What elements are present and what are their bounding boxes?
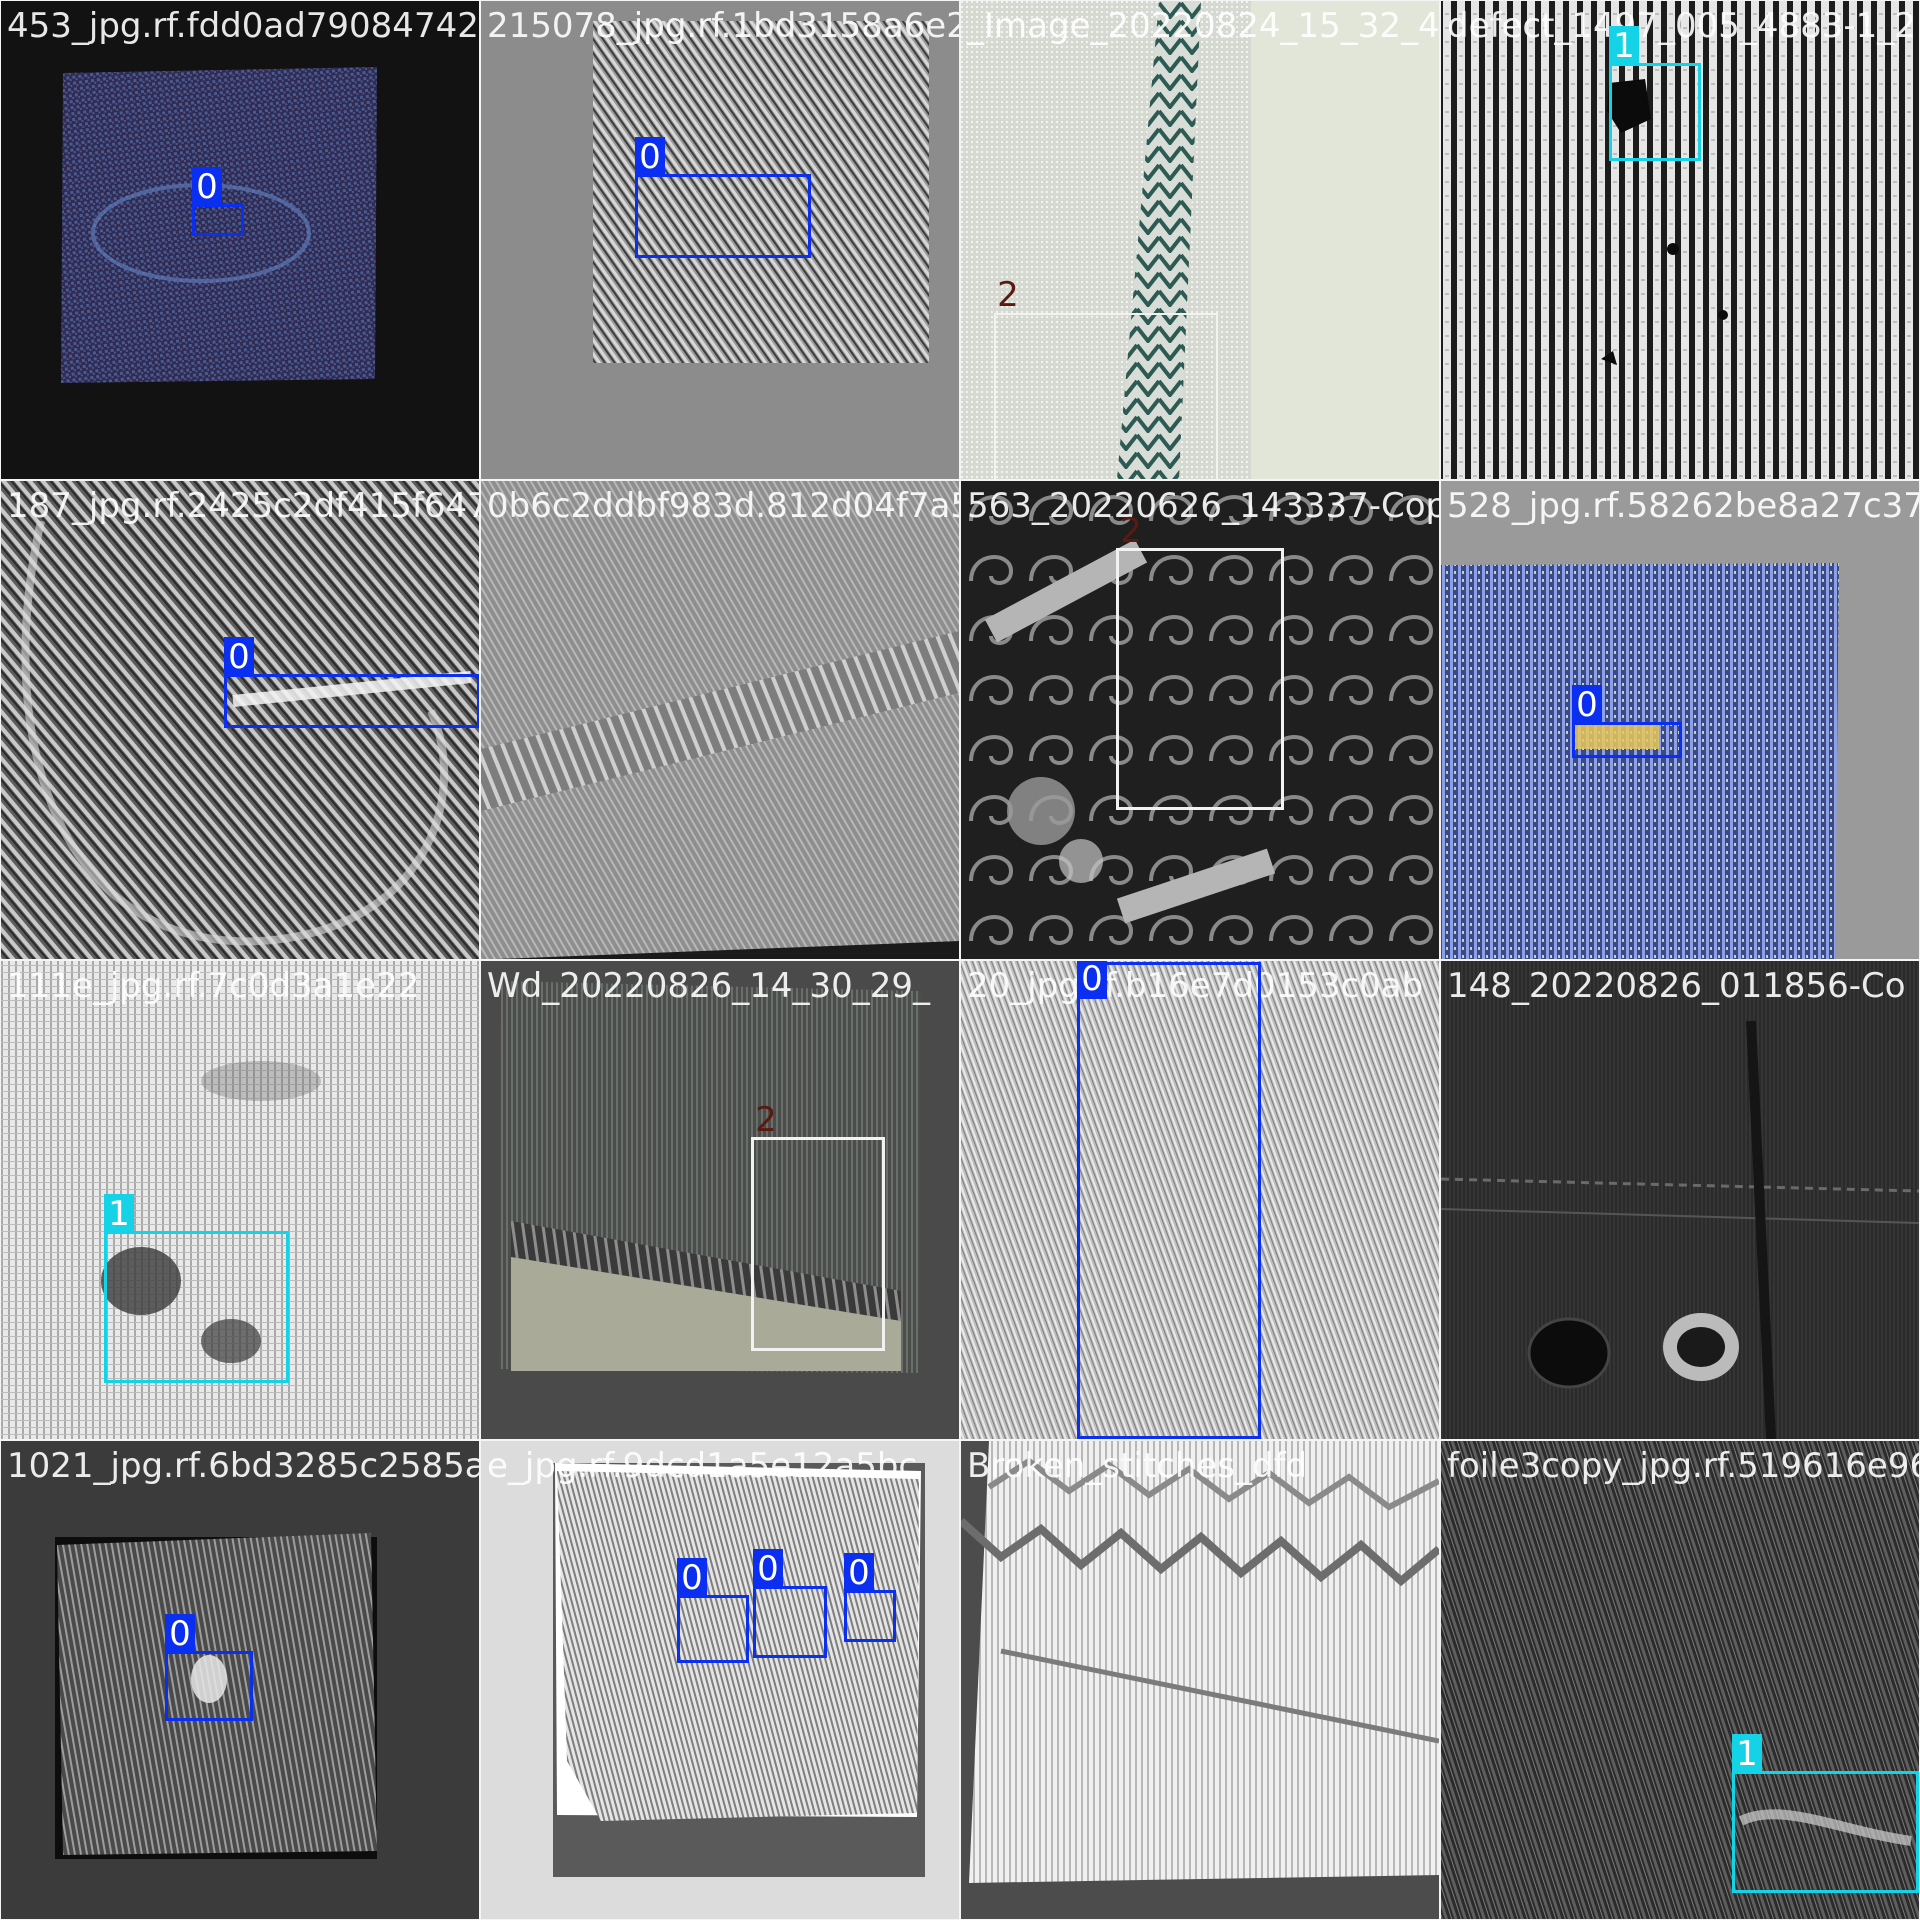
defect-bounding-box[interactable]: 1	[104, 1194, 289, 1383]
tile-1[interactable]: 453_jpg.rf.fdd0ad79084742c 0	[1, 1, 479, 479]
tile-7[interactable]: 563_20220626_143337-Copy_jpg 2	[961, 481, 1439, 959]
image-filename: 148_20220826_011856-Co	[1447, 966, 1906, 1006]
image-filename: 453_jpg.rf.fdd0ad79084742c	[7, 6, 479, 46]
class-label: 0	[1572, 685, 1602, 725]
defect-bounding-box[interactable]: 1	[1732, 1734, 1919, 1893]
tile-3[interactable]: _Image_20220824_15_32_4 2	[961, 1, 1439, 479]
class-label: 0	[753, 1549, 783, 1589]
tile-2[interactable]: 215078_jpg.rf.1bd3158a6e2a7022 0	[481, 1, 959, 479]
class-label: 0	[677, 1558, 707, 1598]
defect-bounding-box[interactable]: 0	[844, 1553, 896, 1642]
tile-8[interactable]: 528_jpg.rf.58262be8a27c3790 0	[1441, 481, 1919, 959]
tile-11[interactable]: 20_jpg.rf.b16e7d0153c0ab 0	[961, 961, 1439, 1439]
class-label: 1	[1609, 26, 1639, 66]
image-filename: Broken_stitches_dfd	[967, 1446, 1308, 1486]
image-filename: _Image_20220824_15_32_4	[967, 6, 1439, 46]
defect-bounding-box[interactable]: 2	[1116, 511, 1284, 810]
fabric-image	[1441, 481, 1919, 959]
tile-13[interactable]: 1021_jpg.rf.6bd3285c2585a 0	[1, 1441, 479, 1919]
image-filename: foile3copy_jpg.rf.519616e96c	[1447, 1446, 1919, 1486]
tile-9[interactable]: 111e_jpg.rf.7c0d3a1e22 1	[1, 961, 479, 1439]
fabric-image	[1, 961, 479, 1439]
defect-bounding-box[interactable]: 2	[751, 1100, 885, 1351]
defect-bounding-box[interactable]: 0	[677, 1558, 749, 1663]
defect-bounding-box[interactable]: 0	[165, 1614, 253, 1721]
fabric-image	[961, 1441, 1439, 1919]
fabric-image	[481, 481, 959, 959]
tile-5[interactable]: 187_jpg.rf.2425c2df415f647 0	[1, 481, 479, 959]
image-filename: 1021_jpg.rf.6bd3285c2585a	[7, 1446, 479, 1486]
fabric-image	[1, 1, 479, 479]
image-filename: Wd_20220826_14_30_29_	[487, 966, 931, 1006]
defect-bounding-box[interactable]: 0	[1572, 685, 1682, 758]
tile-15[interactable]: Broken_stitches_dfd	[961, 1441, 1439, 1919]
fabric-image	[961, 961, 1439, 1439]
fabric-image	[481, 961, 959, 1439]
fabric-image	[1441, 961, 1919, 1439]
class-label: 1	[1732, 1734, 1762, 1774]
defect-bounding-box[interactable]: 0	[224, 637, 479, 728]
class-label: 0	[635, 137, 665, 177]
fabric-image	[961, 481, 1439, 959]
defect-bounding-box[interactable]: 0	[192, 167, 244, 236]
class-label: 0	[1077, 961, 1107, 999]
class-label: 0	[224, 637, 254, 677]
class-label: 0	[165, 1614, 195, 1654]
image-filename: 0b6c2ddbf983d.812d04f7a55	[487, 486, 959, 526]
defect-bounding-box[interactable]: 0	[1077, 961, 1261, 1439]
fabric-image	[1441, 1441, 1919, 1919]
tile-14[interactable]: e_jpg.rf.9dcd1a5e12a5bc 0 0 0	[481, 1441, 959, 1919]
class-label: 0	[192, 167, 222, 207]
tile-6[interactable]: 0b6c2ddbf983d.812d04f7a55	[481, 481, 959, 959]
defect-bounding-box[interactable]: 0	[753, 1549, 827, 1658]
tile-10[interactable]: Wd_20220826_14_30_29_ 2	[481, 961, 959, 1439]
fabric-image	[1441, 1, 1919, 479]
image-filename: 111e_jpg.rf.7c0d3a1e22	[7, 966, 420, 1006]
class-label: 2	[997, 275, 1019, 315]
tile-16[interactable]: foile3copy_jpg.rf.519616e96c 1	[1441, 1441, 1919, 1919]
fabric-image	[1, 481, 479, 959]
defect-bounding-box[interactable]: 0	[635, 137, 811, 258]
image-filename: e_jpg.rf.9dcd1a5e12a5bc	[487, 1446, 918, 1486]
image-filename: defect_1497_005_4883-1_2	[1447, 6, 1916, 46]
defect-bounding-box[interactable]: 1	[1609, 26, 1701, 161]
class-label: 1	[104, 1194, 134, 1234]
image-filename: 187_jpg.rf.2425c2df415f647	[7, 486, 479, 526]
fabric-image	[1, 1441, 479, 1919]
class-label: 0	[844, 1553, 874, 1593]
image-filename: 20_jpg.rf.b16e7d0153c0ab	[967, 966, 1424, 1006]
fabric-image	[481, 1, 959, 479]
image-filename: 563_20220626_143337-Copy_jpg	[967, 486, 1439, 526]
class-label: 2	[1120, 511, 1142, 551]
image-filename: 528_jpg.rf.58262be8a27c3790	[1447, 486, 1919, 526]
image-filename: 215078_jpg.rf.1bd3158a6e2a7022	[487, 6, 959, 46]
class-label: 2	[755, 1100, 777, 1140]
fabric-image	[961, 1, 1439, 479]
fabric-image	[481, 1441, 959, 1919]
tile-4[interactable]: defect_1497_005_4883-1_2 1	[1441, 1, 1919, 479]
tile-12[interactable]: 148_20220826_011856-Co	[1441, 961, 1919, 1439]
defect-bounding-box[interactable]: 2	[994, 275, 1218, 479]
